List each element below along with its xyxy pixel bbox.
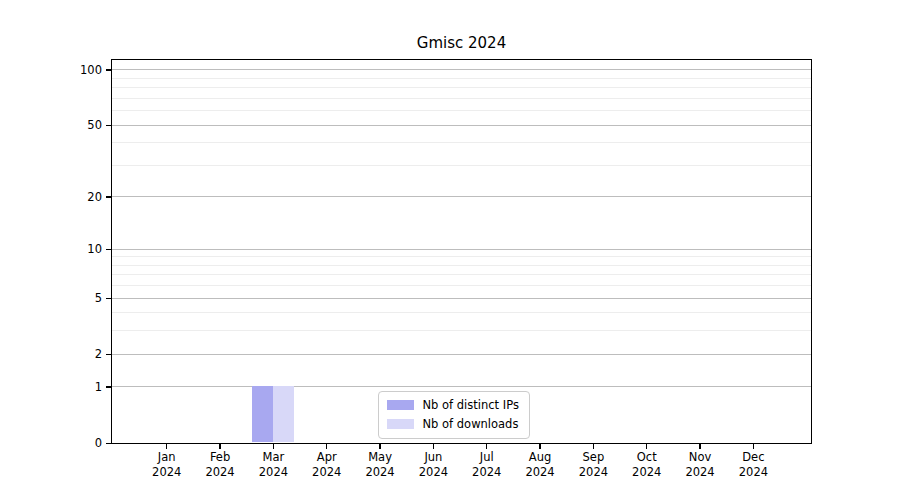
y-tick-mark bbox=[106, 69, 111, 70]
bar-nb-of-distinct-ips-mar-2024 bbox=[252, 386, 273, 442]
minor-gridline bbox=[112, 285, 811, 286]
minor-gridline bbox=[112, 142, 811, 143]
major-gridline bbox=[112, 69, 811, 70]
major-gridline bbox=[112, 196, 811, 197]
x-tick-label: Dec2024 bbox=[721, 450, 785, 480]
y-tick-mark bbox=[106, 443, 111, 444]
major-gridline bbox=[112, 125, 811, 126]
minor-gridline bbox=[112, 330, 811, 331]
y-tick-label: 20 bbox=[52, 189, 102, 205]
legend-entry: Nb of downloads bbox=[387, 417, 519, 431]
minor-gridline bbox=[112, 87, 811, 88]
legend-swatch-icon bbox=[387, 400, 414, 410]
y-tick-mark bbox=[106, 386, 111, 387]
x-tick-mark bbox=[699, 444, 700, 449]
y-tick-label: 10 bbox=[52, 241, 102, 257]
legend-entry-label: Nb of distinct IPs bbox=[423, 398, 519, 412]
x-tick-mark bbox=[646, 444, 647, 449]
legend-swatch-icon bbox=[387, 419, 414, 429]
minor-gridline bbox=[112, 98, 811, 99]
x-tick-mark bbox=[273, 444, 274, 449]
legend-entry: Nb of distinct IPs bbox=[387, 398, 519, 412]
legend: Nb of distinct IPs Nb of downloads bbox=[378, 391, 530, 439]
y-tick-label: 50 bbox=[52, 117, 102, 133]
x-tick-mark bbox=[219, 444, 220, 449]
plot-area: Nb of distinct IPs Nb of downloads bbox=[111, 59, 812, 444]
minor-gridline bbox=[112, 312, 811, 313]
x-tick-mark bbox=[379, 444, 380, 449]
x-tick-mark bbox=[486, 444, 487, 449]
y-tick-mark bbox=[106, 354, 111, 355]
x-tick-mark bbox=[166, 444, 167, 449]
minor-gridline bbox=[112, 110, 811, 111]
y-tick-mark bbox=[106, 125, 111, 126]
minor-gridline bbox=[112, 274, 811, 275]
major-gridline bbox=[112, 386, 811, 387]
major-gridline bbox=[112, 354, 811, 355]
y-tick-label: 100 bbox=[52, 62, 102, 78]
figure: Gmisc 2024 Nb of distinct IPs Nb of downl… bbox=[0, 0, 900, 500]
y-tick-mark bbox=[106, 249, 111, 250]
bar-nb-of-downloads-mar-2024 bbox=[273, 386, 294, 442]
major-gridline bbox=[112, 249, 811, 250]
major-gridline bbox=[112, 298, 811, 299]
chart-title: Gmisc 2024 bbox=[112, 34, 811, 52]
x-tick-mark bbox=[753, 444, 754, 449]
x-tick-mark bbox=[593, 444, 594, 449]
x-tick-mark bbox=[326, 444, 327, 449]
legend-entry-label: Nb of downloads bbox=[423, 417, 519, 431]
minor-gridline bbox=[112, 265, 811, 266]
minor-gridline bbox=[112, 256, 811, 257]
y-tick-mark bbox=[106, 196, 111, 197]
y-tick-label: 0 bbox=[52, 435, 102, 451]
minor-gridline bbox=[112, 78, 811, 79]
x-tick-mark bbox=[433, 444, 434, 449]
x-tick-mark bbox=[539, 444, 540, 449]
y-tick-mark bbox=[106, 298, 111, 299]
y-tick-label: 2 bbox=[52, 346, 102, 362]
y-tick-label: 5 bbox=[52, 290, 102, 306]
minor-gridline bbox=[112, 165, 811, 166]
y-tick-label: 1 bbox=[52, 379, 102, 395]
